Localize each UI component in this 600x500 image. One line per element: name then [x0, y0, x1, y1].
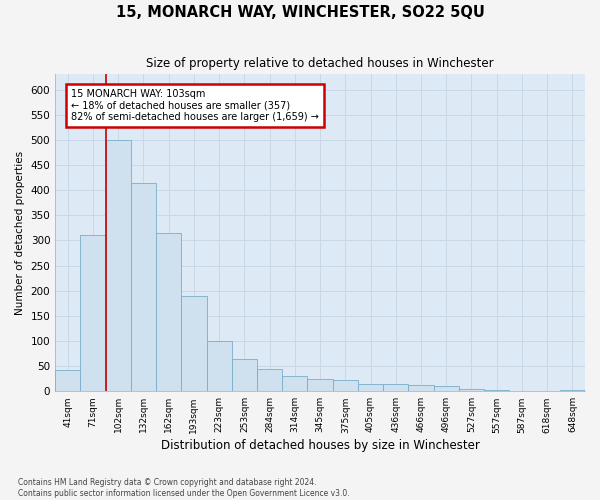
Bar [535, 391, 560, 392]
Bar [509, 391, 535, 392]
Y-axis label: Number of detached properties: Number of detached properties [15, 151, 25, 315]
Text: Contains HM Land Registry data © Crown copyright and database right 2024.
Contai: Contains HM Land Registry data © Crown c… [18, 478, 350, 498]
Bar [383, 384, 409, 392]
Bar [55, 370, 80, 392]
Bar [257, 368, 282, 392]
Text: 15 MONARCH WAY: 103sqm
← 18% of detached houses are smaller (357)
82% of semi-de: 15 MONARCH WAY: 103sqm ← 18% of detached… [71, 88, 319, 122]
Bar [459, 389, 484, 392]
Bar [409, 385, 434, 392]
Bar [358, 384, 383, 392]
Text: 15, MONARCH WAY, WINCHESTER, SO22 5QU: 15, MONARCH WAY, WINCHESTER, SO22 5QU [116, 5, 484, 20]
Bar [156, 233, 181, 392]
Bar [307, 378, 332, 392]
Bar [232, 358, 257, 392]
X-axis label: Distribution of detached houses by size in Winchester: Distribution of detached houses by size … [161, 440, 479, 452]
Bar [206, 341, 232, 392]
Bar [80, 236, 106, 392]
Bar [106, 140, 131, 392]
Bar [282, 376, 307, 392]
Bar [131, 182, 156, 392]
Bar [332, 380, 358, 392]
Bar [434, 386, 459, 392]
Bar [560, 390, 585, 392]
Bar [181, 296, 206, 392]
Title: Size of property relative to detached houses in Winchester: Size of property relative to detached ho… [146, 58, 494, 70]
Bar [484, 390, 509, 392]
